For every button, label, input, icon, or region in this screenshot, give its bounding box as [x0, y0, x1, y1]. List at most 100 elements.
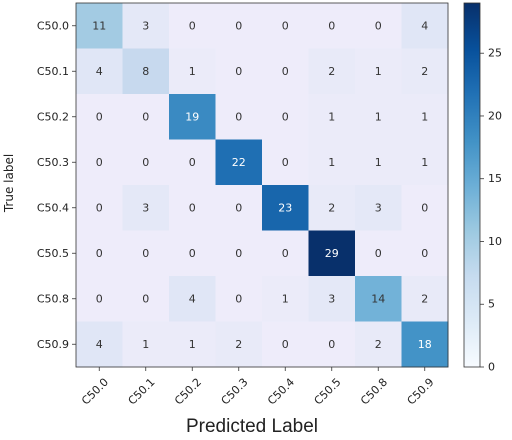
- matrix-cell: [262, 139, 309, 186]
- y-tick-label: C50.8: [37, 292, 69, 305]
- y-tick-label: C50.3: [37, 156, 69, 169]
- matrix-cell: [76, 276, 123, 322]
- matrix-cell: [169, 3, 216, 49]
- matrix-cell: [169, 139, 216, 186]
- matrix-cell-value: 0: [96, 156, 103, 169]
- matrix-cell: [169, 94, 216, 140]
- colorbar-tick-label: 5: [488, 298, 495, 311]
- y-axis-title: True label: [2, 154, 16, 213]
- matrix-cell: [169, 321, 216, 368]
- matrix-cell: [401, 3, 449, 49]
- matrix-cell: [308, 94, 356, 140]
- matrix-cell: [215, 94, 263, 140]
- matrix-cell-value: 0: [142, 292, 149, 305]
- matrix-cell: [262, 321, 309, 368]
- matrix-cell: [122, 94, 170, 140]
- colorbar-tick-label: 10: [488, 235, 502, 248]
- matrix-cell-value: 1: [375, 65, 382, 78]
- matrix-cell-value: 2: [421, 65, 428, 78]
- colorbar-ticks: 0 5 10 15 20 25: [480, 47, 502, 374]
- matrix-cell: [355, 3, 402, 49]
- matrix-cell: [169, 276, 216, 322]
- matrix-cell: [401, 94, 449, 140]
- matrix-cell-value: 0: [421, 247, 428, 260]
- matrix-cell-value: 1: [328, 156, 335, 169]
- matrix-cell-value: 1: [328, 110, 335, 123]
- matrix-cell-value: 0: [235, 110, 242, 123]
- matrix-cell: [76, 94, 123, 140]
- matrix-cell-value: 0: [235, 201, 242, 214]
- matrix-cells: [76, 3, 449, 368]
- colorbar-tick-label: 15: [488, 172, 502, 185]
- matrix-cell-value: 0: [96, 292, 103, 305]
- matrix-cell: [122, 276, 170, 322]
- matrix-cell: [401, 230, 449, 277]
- matrix-cell: [215, 276, 263, 322]
- matrix-cell-value: 1: [375, 110, 382, 123]
- matrix-cell-value: 4: [96, 338, 103, 351]
- matrix-cell-value: 2: [235, 338, 242, 351]
- x-tick-label: C50.5: [312, 376, 344, 408]
- matrix-cell-value: 0: [142, 156, 149, 169]
- x-axis-title: Predicted Label: [186, 416, 318, 437]
- matrix-cell: [308, 230, 356, 277]
- matrix-cell-value: 0: [142, 110, 149, 123]
- matrix-cell: [76, 321, 123, 368]
- matrix-cell: [215, 321, 263, 368]
- matrix-cell-value: 29: [325, 247, 339, 260]
- matrix-cell-value: 0: [328, 338, 335, 351]
- matrix-cell: [401, 48, 449, 95]
- matrix-cell-value: 0: [96, 201, 103, 214]
- matrix-cell-value: 11: [92, 19, 106, 32]
- matrix-cell: [122, 230, 170, 277]
- colorbar-tick-label: 25: [488, 47, 502, 60]
- matrix-cell: [122, 321, 170, 368]
- matrix-cell: [215, 230, 263, 277]
- x-tick-label: C50.8: [358, 376, 390, 408]
- matrix-cell: [215, 185, 263, 231]
- matrix-cell: [401, 276, 449, 322]
- x-tick-label: C50.4: [265, 376, 297, 408]
- matrix-cell-value: 0: [375, 247, 382, 260]
- matrix-cell: [122, 139, 170, 186]
- y-tick-label: C50.1: [37, 65, 69, 78]
- y-tick-label: C50.2: [37, 110, 69, 123]
- matrix-cell-value: 3: [142, 201, 149, 214]
- matrix-cell-value: 4: [189, 292, 196, 305]
- matrix-cell-value: 2: [328, 201, 335, 214]
- x-tick-label: C50.0: [79, 376, 111, 408]
- matrix-cell: [262, 276, 309, 322]
- matrix-cell: [122, 3, 170, 49]
- matrix-cell: [308, 48, 356, 95]
- y-tick-label: C50.0: [37, 19, 69, 32]
- matrix-cell-value: 23: [278, 201, 292, 214]
- matrix-cell-value: 8: [142, 65, 149, 78]
- matrix-cell-value: 1: [421, 156, 428, 169]
- x-axis-ticks: C50.0 C50.1 C50.2 C50.3 C50.4 C50.5 C50.8 C50.9: [79, 367, 437, 408]
- matrix-cell: [122, 185, 170, 231]
- matrix-cell-labels: 11 3 0 0 0 0 0 44 8 1 0 0 2 1 20 0 19 0 0 1 1 10 0 0 22 0 1 1 10 3 0 0 2…: [92, 19, 432, 351]
- matrix-cell-value: 0: [189, 19, 196, 32]
- matrix-cell-value: 19: [185, 110, 199, 123]
- matrix-cell-value: 0: [189, 156, 196, 169]
- matrix-cell: [262, 3, 309, 49]
- matrix-cell-value: 2: [328, 65, 335, 78]
- matrix-cell-value: 0: [375, 19, 382, 32]
- matrix-cell: [401, 321, 449, 368]
- matrix-cell: [262, 94, 309, 140]
- matrix-cell: [401, 185, 449, 231]
- matrix-cell: [169, 185, 216, 231]
- matrix-cell: [401, 139, 449, 186]
- matrix-cell-value: 3: [375, 201, 382, 214]
- matrix-cell-value: 0: [189, 247, 196, 260]
- matrix-cell: [308, 276, 356, 322]
- matrix-cell-value: 0: [282, 247, 289, 260]
- matrix-cell-value: 0: [328, 19, 335, 32]
- matrix-cell-value: 4: [421, 19, 428, 32]
- matrix-cell: [262, 185, 309, 231]
- matrix-cell-value: 4: [96, 65, 103, 78]
- matrix-cell: [122, 48, 170, 95]
- matrix-cell-value: 0: [96, 247, 103, 260]
- matrix-cell-value: 22: [232, 156, 246, 169]
